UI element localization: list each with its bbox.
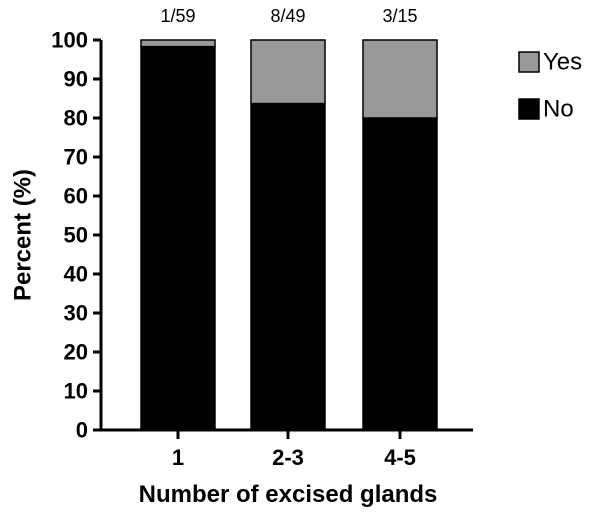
y-tick-label: 50 [64, 223, 88, 248]
bar-no-1 [140, 45, 216, 431]
bar-annotation: 3/15 [382, 6, 417, 26]
y-tick-label: 70 [64, 145, 88, 170]
bar-annotation: 1/59 [160, 6, 195, 26]
y-tick-label: 20 [64, 340, 88, 365]
y-ticks-group: 0 10 20 30 40 50 60 70 80 90 100 [51, 28, 101, 443]
legend-swatch-no [518, 98, 540, 120]
legend-label-yes: Yes [543, 49, 582, 76]
bar-no-2-3 [250, 102, 326, 431]
legend-swatch-yes [518, 51, 540, 73]
bars-group [140, 39, 438, 431]
legend: Yes No [518, 49, 582, 123]
x-axis-title: Number of excised glands [139, 481, 438, 508]
y-tick-label: 80 [64, 106, 88, 131]
bar-yes-2-3 [250, 39, 326, 105]
bar-yes-4-5 [362, 39, 438, 119]
x-ticks-group: 1 2-3 4-5 [172, 430, 416, 470]
legend-label-no: No [543, 96, 574, 123]
bar-yes-1 [140, 39, 216, 48]
bar-no-4-5 [362, 117, 438, 431]
x-tick-label: 2-3 [272, 445, 304, 470]
y-tick-label: 30 [64, 301, 88, 326]
x-tick-label: 4-5 [384, 445, 416, 470]
y-axis-title: Percent (%) [9, 169, 36, 301]
y-tick-label: 60 [64, 184, 88, 209]
y-tick-label: 0 [76, 418, 88, 443]
y-tick-label: 40 [64, 262, 88, 287]
y-tick-label: 90 [64, 67, 88, 92]
annotations-group: 1/59 8/49 3/15 [160, 6, 417, 26]
bar-annotation: 8/49 [270, 6, 305, 26]
y-tick-label: 100 [51, 28, 88, 53]
y-tick-label: 10 [64, 379, 88, 404]
x-tick-label: 1 [172, 445, 184, 470]
